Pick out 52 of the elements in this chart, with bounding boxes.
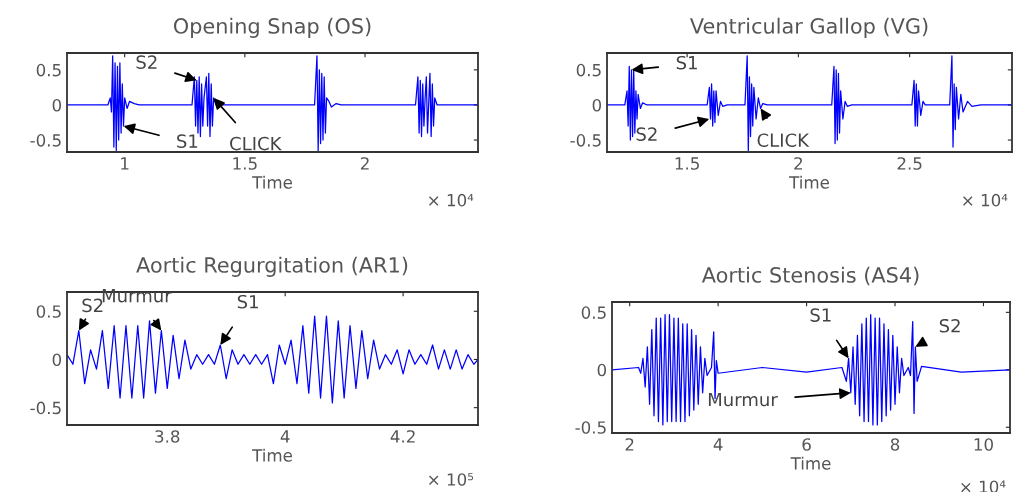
- y-tick-label: -0.5: [575, 421, 606, 434]
- y-tick-label: 0: [52, 353, 62, 367]
- x-tick-label: 2: [360, 157, 369, 170]
- x-tick-label: 1: [121, 157, 129, 170]
- annotation: S2: [136, 55, 157, 69]
- y-tick-label: -0.5: [30, 401, 61, 415]
- y-tick-label: 0.5: [576, 63, 601, 77]
- x-tick-label: 10: [974, 438, 993, 451]
- chart-title: Ventricular Gallop (VG): [690, 17, 928, 38]
- x-tick-label: 1.5: [233, 157, 257, 170]
- annotation: Murmur: [102, 289, 172, 303]
- chart-title: Opening Snap (OS): [173, 17, 371, 38]
- y-tick-label: 0: [597, 363, 607, 377]
- y-tick-label: 0.5: [581, 306, 606, 319]
- x-tick-label: 1.5: [675, 157, 699, 170]
- y-tick-label: 0.5: [36, 63, 61, 77]
- x-axis-title: Time: [789, 175, 829, 189]
- y-tick-label: -0.5: [30, 134, 61, 147]
- chart-title: Aortic Stenosis (AS4): [701, 266, 919, 286]
- annotation: CLICK: [757, 133, 810, 148]
- x-axis-title: Time: [790, 456, 831, 470]
- y-tick-label: -0.5: [570, 134, 601, 147]
- annotation: S1: [237, 294, 258, 309]
- x-axis-title: Time: [252, 448, 292, 462]
- x-tick-label: 4.2: [390, 430, 415, 443]
- text: × 10⁵: [429, 473, 474, 486]
- text: × 10⁴: [429, 193, 474, 207]
- text: × 10⁴: [963, 193, 1008, 207]
- annotation: S2: [636, 127, 657, 141]
- line-series: [607, 55, 1012, 152]
- annotation: S2: [82, 298, 103, 313]
- y-tick-label: 0: [52, 98, 62, 112]
- x-tick-label: 8: [890, 438, 900, 451]
- x-tick-label: 6: [802, 438, 811, 451]
- annotation: S1: [676, 55, 697, 70]
- chart-title: Aortic Regurgitation (AR1): [136, 256, 408, 277]
- annotation: S1: [810, 308, 831, 322]
- x-tick-label: 2: [794, 157, 803, 170]
- annotation: Murmur: [708, 392, 778, 407]
- annotation: CLICK: [230, 136, 282, 151]
- x-tick-label: 4: [713, 438, 723, 451]
- x-tick-label: 4: [280, 430, 290, 443]
- x-axis-title: Time: [252, 175, 292, 189]
- y-tick-label: 0: [592, 98, 602, 112]
- y-tick-label: 0.5: [36, 305, 61, 318]
- annotation: S2: [939, 318, 960, 333]
- line-series: [67, 55, 478, 152]
- x-tick-label: 2: [625, 438, 634, 451]
- annotation: S1: [177, 134, 198, 148]
- x-tick-label: 2.5: [897, 157, 922, 170]
- line-series: [67, 315, 478, 404]
- x-tick-label: 3.8: [155, 430, 180, 443]
